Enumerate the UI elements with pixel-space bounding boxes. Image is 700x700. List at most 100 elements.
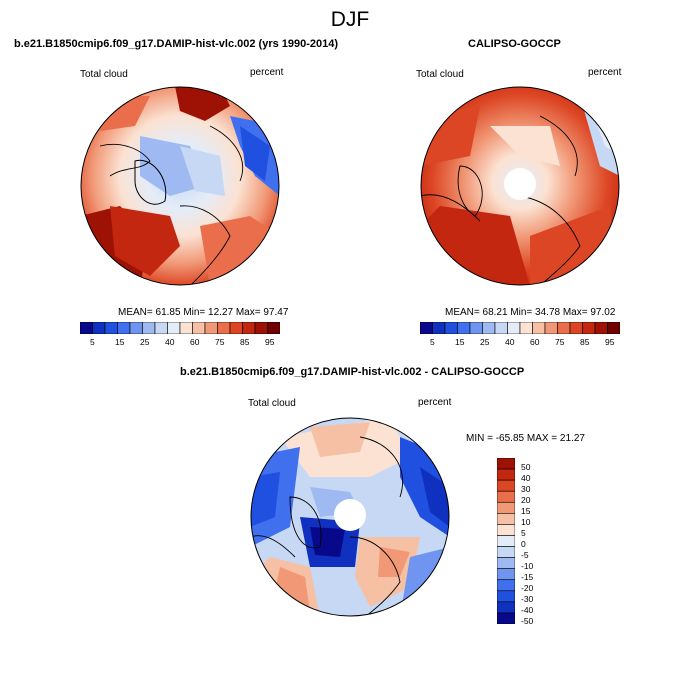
cbar1-swatch	[104, 322, 118, 334]
cbar3-swatch	[497, 468, 515, 481]
panel2-colorbar	[420, 322, 620, 334]
panel1-variable: Total cloud	[80, 69, 128, 80]
panel2-units: percent	[588, 67, 622, 78]
panel1-colorbar	[80, 322, 280, 334]
cbar2-swatch	[507, 322, 521, 334]
panel3-tick-2: 30	[521, 484, 531, 494]
cbar2-swatch	[607, 322, 620, 334]
panel3-units: percent	[418, 397, 452, 408]
panel1-tick-0: 5	[90, 337, 95, 347]
cbar3-swatch	[497, 524, 515, 536]
cbar1-swatch	[80, 322, 93, 334]
panel3-tick-1: 40	[521, 473, 531, 483]
cbar3-swatch	[497, 501, 515, 514]
panel2-polar-hole	[504, 168, 536, 200]
cbar2-swatch	[432, 322, 446, 334]
panel2-tick-4: 60	[530, 337, 540, 347]
cbar1-swatch	[167, 322, 181, 334]
panel1-high-cloud-north	[175, 87, 230, 121]
panel3-polar-hole	[334, 499, 366, 531]
panel2-tick-2: 25	[480, 337, 490, 347]
panel3-tick-14: -50	[521, 616, 534, 626]
panel3-tick-10: -15	[521, 572, 534, 582]
cbar3-swatch	[497, 601, 515, 614]
panel1-tick-1: 15	[115, 337, 125, 347]
panel2-tick-5: 75	[555, 337, 565, 347]
cbar2-swatch	[457, 322, 471, 334]
panel1-tick-3: 40	[165, 337, 175, 347]
panel3-colorbar	[497, 458, 515, 624]
panel2-tick-7: 95	[605, 337, 615, 347]
panel1-tick-4: 60	[190, 337, 200, 347]
panel3-polar-map	[250, 417, 450, 617]
cbar3-swatch	[497, 546, 515, 558]
cbar1-swatch	[254, 322, 268, 334]
cbar1-swatch	[142, 322, 156, 334]
cbar3-swatch	[497, 513, 515, 525]
cbar2-swatch	[532, 322, 546, 334]
panel2-variable: Total cloud	[416, 69, 464, 80]
cbar2-swatch	[594, 322, 608, 334]
panel2-tick-0: 5	[430, 337, 435, 347]
cbar3-swatch	[497, 568, 515, 581]
cbar2-swatch	[482, 322, 496, 334]
cbar3-swatch	[497, 590, 515, 603]
panel1-tick-5: 75	[215, 337, 225, 347]
panel2-polar-map	[420, 86, 620, 286]
cbar2-swatch	[557, 322, 571, 334]
cbar3-swatch	[497, 579, 515, 592]
cbar1-swatch	[129, 322, 143, 334]
cbar2-swatch	[469, 322, 483, 334]
panel2-title: CALIPSO-GOCCP	[468, 38, 561, 50]
season-title: DJF	[330, 8, 370, 31]
panel3-title: b.e21.B1850cmip6.f09_g17.DAMIP-hist-vlc.…	[180, 366, 525, 378]
panel1-tick-7: 95	[265, 337, 275, 347]
cbar3-swatch	[497, 458, 515, 470]
cbar1-swatch	[117, 322, 131, 334]
cbar3-swatch	[497, 535, 515, 547]
panel3-tick-6: 5	[521, 528, 526, 538]
cbar2-swatch	[582, 322, 596, 334]
cbar1-swatch	[242, 322, 256, 334]
panel3-stats: MIN = -65.85 MAX = 21.27	[466, 433, 585, 444]
cbar2-swatch	[420, 322, 433, 334]
cbar3-swatch	[497, 479, 515, 492]
cbar1-swatch	[179, 322, 193, 334]
panel3-tick-5: 10	[521, 517, 531, 527]
panel3-tick-12: -30	[521, 594, 534, 604]
panel3-tick-9: -10	[521, 561, 534, 571]
cbar1-swatch	[229, 322, 243, 334]
panel2-stats: MEAN= 68.21 Min= 34.78 Max= 97.02	[445, 307, 616, 318]
panel3-tick-13: -40	[521, 605, 534, 615]
panel1-title: b.e21.B1850cmip6.f09_g17.DAMIP-hist-vlc.…	[14, 38, 339, 50]
cbar1-swatch	[267, 322, 280, 334]
cbar1-swatch	[217, 322, 231, 334]
panel2-tick-1: 15	[455, 337, 465, 347]
panel1-units: percent	[250, 67, 284, 78]
cbar1-swatch	[92, 322, 106, 334]
panel3-tick-8: -5	[521, 550, 529, 560]
panel3-tick-7: 0	[521, 539, 526, 549]
panel2-tick-3: 40	[505, 337, 515, 347]
panel2-tick-6: 85	[580, 337, 590, 347]
cbar2-swatch	[569, 322, 583, 334]
panel3-tick-11: -20	[521, 583, 534, 593]
cbar3-swatch	[497, 557, 515, 569]
cbar3-swatch	[497, 490, 515, 503]
cbar2-swatch	[519, 322, 533, 334]
cbar1-swatch	[192, 322, 206, 334]
panel3-tick-3: 20	[521, 495, 531, 505]
cbar2-swatch	[494, 322, 508, 334]
cbar1-swatch	[154, 322, 168, 334]
panel3-tick-4: 15	[521, 506, 531, 516]
panel1-stats: MEAN= 61.85 Min= 12.27 Max= 97.47	[118, 307, 289, 318]
panel3-tick-0: 50	[521, 462, 531, 472]
cbar3-swatch	[497, 612, 515, 624]
panel1-tick-2: 25	[140, 337, 150, 347]
cbar2-swatch	[444, 322, 458, 334]
cbar1-swatch	[204, 322, 218, 334]
panel3-variable: Total cloud	[248, 398, 296, 409]
panel1-polar-map	[80, 86, 280, 286]
panel1-tick-6: 85	[240, 337, 250, 347]
cbar2-swatch	[544, 322, 558, 334]
